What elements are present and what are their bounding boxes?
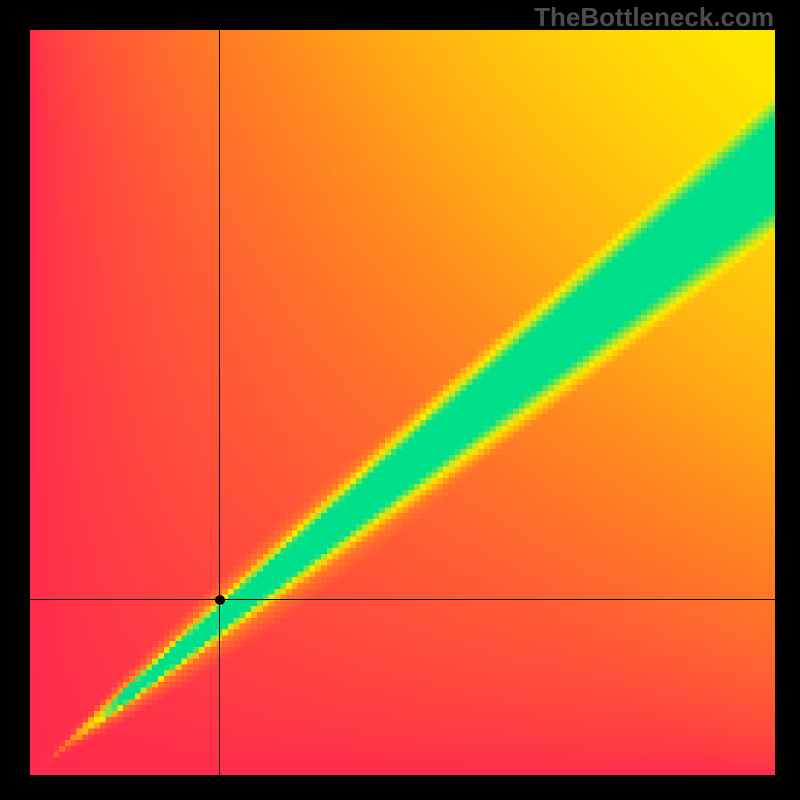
crosshair-marker <box>215 595 225 605</box>
bottleneck-heatmap <box>30 30 775 775</box>
crosshair-vertical <box>219 30 220 775</box>
watermark-text: TheBottleneck.com <box>534 2 774 33</box>
chart-container: TheBottleneck.com <box>0 0 800 800</box>
crosshair-horizontal <box>30 599 775 600</box>
